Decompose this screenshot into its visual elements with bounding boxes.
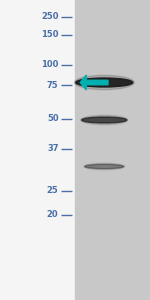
Ellipse shape — [81, 115, 128, 125]
Text: 25: 25 — [47, 186, 58, 195]
Ellipse shape — [76, 78, 133, 87]
Text: 37: 37 — [47, 144, 59, 153]
Text: 20: 20 — [47, 210, 58, 219]
Text: 150: 150 — [41, 30, 58, 39]
Ellipse shape — [82, 117, 127, 123]
Bar — [0, 0, 75, 300]
FancyArrow shape — [80, 75, 108, 90]
Bar — [75, 0, 150, 300]
Ellipse shape — [84, 163, 125, 170]
Ellipse shape — [85, 164, 124, 169]
Text: 50: 50 — [47, 114, 58, 123]
Ellipse shape — [74, 75, 134, 90]
Text: 100: 100 — [41, 60, 58, 69]
Text: 250: 250 — [41, 12, 58, 21]
Text: 75: 75 — [47, 81, 58, 90]
